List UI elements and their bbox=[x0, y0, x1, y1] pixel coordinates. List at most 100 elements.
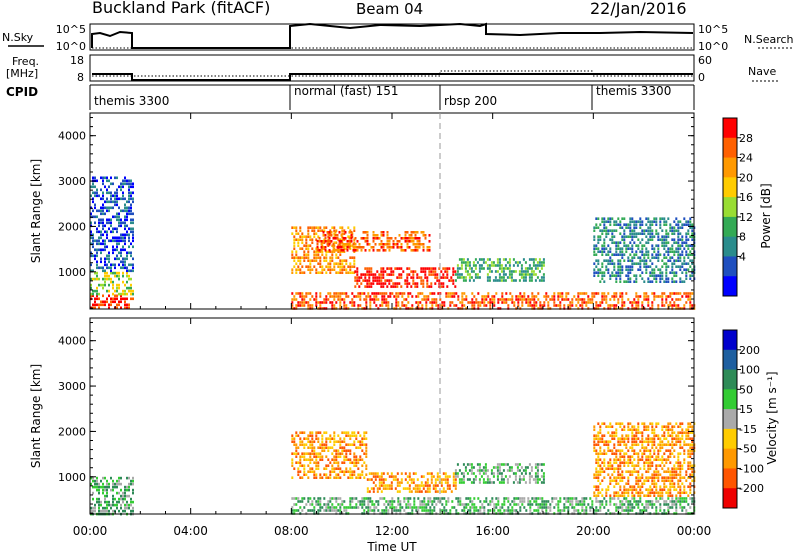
data-cell bbox=[383, 292, 386, 295]
data-cell bbox=[94, 303, 96, 307]
data-cell bbox=[661, 277, 664, 280]
data-cell bbox=[299, 238, 302, 241]
data-cell bbox=[617, 301, 620, 304]
data-cell bbox=[609, 259, 612, 262]
data-cell bbox=[595, 437, 598, 440]
data-cell bbox=[619, 422, 622, 425]
data-cell bbox=[657, 274, 660, 277]
data-cell bbox=[354, 276, 357, 279]
data-cell bbox=[593, 440, 596, 443]
data-cell bbox=[671, 479, 674, 482]
data-cell bbox=[492, 279, 495, 282]
data-cell bbox=[391, 506, 394, 509]
data-cell bbox=[528, 481, 531, 484]
data-cell bbox=[98, 509, 100, 513]
data-cell bbox=[313, 452, 316, 455]
data-cell bbox=[301, 455, 304, 458]
data-cell bbox=[100, 242, 102, 246]
data-cell bbox=[507, 509, 510, 512]
data-cell bbox=[367, 295, 370, 298]
data-cell bbox=[337, 464, 340, 467]
data-cell bbox=[96, 303, 98, 307]
data-cell bbox=[643, 479, 646, 482]
data-cell bbox=[128, 506, 130, 510]
data-cell bbox=[679, 247, 682, 250]
data-cell bbox=[400, 273, 403, 276]
data-cell bbox=[649, 437, 652, 440]
data-cell bbox=[617, 467, 620, 470]
data-cell bbox=[104, 271, 106, 275]
data-cell bbox=[681, 506, 684, 509]
data-cell bbox=[635, 250, 638, 253]
data-cell bbox=[509, 292, 512, 295]
data-cell bbox=[683, 488, 686, 491]
data-cell bbox=[313, 256, 316, 259]
data-cell bbox=[372, 246, 375, 249]
data-cell bbox=[629, 235, 632, 238]
data-cell bbox=[478, 264, 481, 267]
data-cell bbox=[673, 259, 676, 262]
data-cell bbox=[466, 261, 469, 264]
data-cell bbox=[518, 481, 521, 484]
data-cell bbox=[321, 443, 324, 446]
data-cell bbox=[633, 223, 636, 226]
data-cell bbox=[639, 497, 642, 500]
data-cell bbox=[412, 279, 415, 282]
data-cell bbox=[488, 264, 491, 267]
data-cell bbox=[659, 506, 662, 509]
data-cell bbox=[118, 292, 120, 296]
data-cell bbox=[126, 286, 128, 290]
data-cell bbox=[384, 487, 387, 490]
data-cell bbox=[394, 267, 397, 270]
data-cell bbox=[669, 491, 672, 494]
data-cell bbox=[643, 461, 646, 464]
data-cell bbox=[390, 246, 393, 249]
data-cell bbox=[128, 277, 130, 281]
data-cell bbox=[341, 259, 344, 262]
data-cell bbox=[486, 478, 489, 481]
data-cell bbox=[349, 452, 352, 455]
data-cell bbox=[307, 304, 310, 307]
data-cell bbox=[360, 273, 363, 276]
data-cell bbox=[424, 484, 427, 487]
data-cell bbox=[597, 434, 600, 437]
data-cell bbox=[435, 298, 438, 301]
data-cell bbox=[319, 500, 322, 503]
data-cell bbox=[353, 461, 356, 464]
data-cell bbox=[116, 188, 118, 192]
data-cell bbox=[360, 249, 363, 252]
y-tick-label: 3000 bbox=[58, 380, 86, 393]
data-cell bbox=[128, 286, 130, 290]
data-cell bbox=[643, 425, 646, 428]
data-cell bbox=[330, 234, 333, 237]
data-cell bbox=[454, 273, 457, 276]
data-cell bbox=[299, 268, 302, 271]
data-cell bbox=[474, 478, 477, 481]
data-cell bbox=[124, 248, 126, 252]
data-cell bbox=[377, 509, 380, 512]
data-cell bbox=[661, 271, 664, 274]
data-cell bbox=[502, 481, 505, 484]
data-cell bbox=[627, 298, 630, 301]
data-cell bbox=[389, 506, 392, 509]
data-cell bbox=[323, 256, 326, 259]
data-cell bbox=[639, 295, 642, 298]
data-cell bbox=[687, 449, 690, 452]
data-cell bbox=[335, 301, 338, 304]
data-cell bbox=[355, 476, 358, 479]
data-cell bbox=[669, 295, 672, 298]
data-cell bbox=[293, 440, 296, 443]
data-cell bbox=[406, 243, 409, 246]
data-cell bbox=[126, 212, 128, 216]
data-cell bbox=[453, 295, 456, 298]
data-cell bbox=[677, 250, 680, 253]
data-cell bbox=[98, 242, 100, 246]
data-cell bbox=[663, 425, 666, 428]
data-cell bbox=[667, 241, 670, 244]
data-cell bbox=[401, 292, 404, 295]
data-cell bbox=[356, 246, 359, 249]
data-cell bbox=[542, 273, 545, 276]
data-cell bbox=[530, 267, 533, 270]
data-cell bbox=[366, 267, 369, 270]
data-cell bbox=[118, 274, 120, 278]
